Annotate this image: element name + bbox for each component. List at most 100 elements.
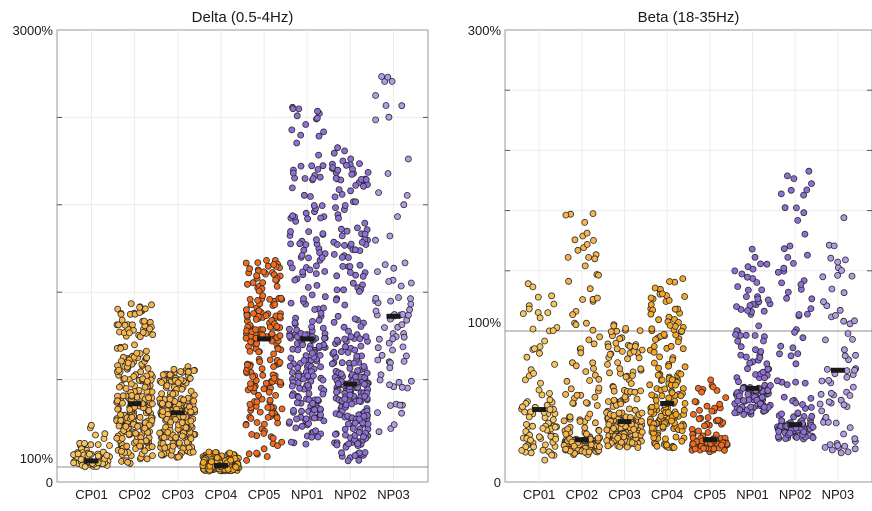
data-point — [310, 414, 318, 422]
y-tick-label: 300% — [468, 23, 502, 38]
data-point — [315, 151, 323, 159]
data-point — [827, 389, 835, 397]
data-point — [305, 390, 313, 397]
data-point — [106, 442, 113, 449]
data-point — [148, 400, 156, 408]
data-point — [572, 362, 580, 370]
chart-title: Delta (0.5-4Hz) — [192, 9, 294, 26]
data-point — [571, 236, 579, 244]
data-point — [288, 184, 296, 192]
data-point — [774, 268, 782, 276]
data-point — [94, 441, 102, 449]
data-point — [562, 211, 570, 219]
data-point — [530, 443, 537, 451]
data-point — [846, 424, 854, 432]
data-point — [287, 228, 294, 235]
data-point — [594, 434, 602, 442]
data-point — [254, 259, 262, 267]
data-point — [169, 442, 177, 450]
data-point — [385, 339, 393, 347]
data-point — [808, 180, 815, 188]
data-point — [792, 399, 800, 407]
data-point — [743, 353, 750, 361]
data-point — [539, 446, 547, 454]
data-point — [549, 327, 557, 335]
data-point — [189, 448, 197, 456]
y-tick-label: 0 — [494, 475, 501, 490]
data-point — [117, 416, 125, 424]
data-point — [309, 372, 317, 380]
data-point — [820, 298, 827, 306]
data-point — [398, 102, 406, 110]
data-point — [615, 409, 623, 417]
data-point — [149, 331, 157, 339]
data-point — [332, 204, 339, 212]
data-point — [840, 214, 848, 222]
data-point — [133, 349, 141, 357]
data-point — [347, 240, 355, 248]
data-point — [761, 374, 768, 382]
data-point — [792, 360, 800, 368]
median-marker — [617, 419, 632, 425]
series-cp03 — [156, 363, 199, 461]
data-point — [703, 402, 711, 410]
data-point — [406, 306, 414, 314]
data-point — [760, 307, 768, 315]
data-point — [81, 439, 88, 447]
data-point — [583, 229, 591, 237]
data-point — [306, 193, 314, 200]
data-point — [529, 283, 537, 291]
data-point — [610, 425, 617, 432]
data-point — [651, 359, 658, 367]
data-point — [665, 296, 673, 304]
data-point — [360, 182, 367, 190]
data-point — [606, 350, 614, 358]
data-point — [595, 384, 603, 392]
data-point — [115, 321, 122, 329]
data-point — [791, 328, 798, 336]
data-point — [375, 428, 383, 436]
data-point — [341, 301, 349, 309]
data-point — [800, 209, 808, 217]
data-point — [679, 275, 687, 283]
data-point — [360, 380, 368, 388]
data-point — [227, 456, 235, 464]
data-point — [664, 409, 672, 416]
data-point — [190, 397, 198, 405]
series-np03 — [372, 73, 415, 436]
data-point — [657, 412, 665, 420]
data-point — [605, 398, 612, 405]
data-point — [808, 403, 815, 411]
data-point — [744, 390, 752, 398]
data-point — [127, 300, 135, 308]
data-point — [852, 351, 859, 359]
data-point — [342, 161, 350, 169]
data-point — [74, 450, 82, 458]
data-point — [659, 290, 666, 298]
data-point — [318, 202, 326, 210]
data-point — [390, 421, 398, 429]
data-point — [546, 389, 553, 397]
data-point — [527, 436, 534, 444]
data-point — [187, 387, 195, 395]
data-point — [565, 277, 572, 285]
data-point — [384, 73, 392, 81]
data-point — [157, 451, 165, 459]
series-cp01 — [70, 421, 113, 471]
data-point — [522, 376, 529, 384]
data-point — [332, 174, 340, 182]
data-point — [118, 447, 125, 455]
data-point — [622, 373, 630, 381]
data-point — [187, 417, 195, 425]
data-point — [797, 281, 805, 288]
data-point — [351, 246, 359, 254]
panel-delta: Delta (0.5-4Hz) 3000% 100% 0 CP01 CP02 CP03 CP0… — [13, 9, 429, 502]
data-point — [334, 312, 342, 320]
data-point — [321, 293, 329, 301]
data-point — [301, 175, 309, 182]
data-point — [374, 409, 381, 417]
data-point — [760, 403, 768, 411]
data-point — [590, 365, 597, 372]
data-point — [372, 307, 380, 315]
